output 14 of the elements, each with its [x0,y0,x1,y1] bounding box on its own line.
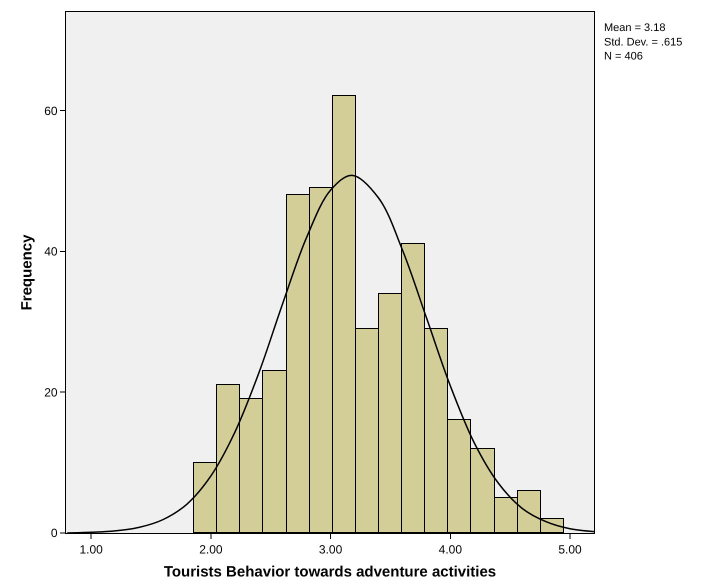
y-tick-label: 60 [44,104,58,118]
x-axis-title: Tourists Behavior towards adventure activities [164,563,496,580]
x-tick-label: 5.00 [558,542,582,556]
text: Mean = 3.18 [604,22,666,34]
y-tick-label: 20 [44,385,58,400]
x-tick-label: 1.00 [79,542,104,556]
x-tick-label: 3.00 [318,542,343,556]
y-axis-title: Frequency [18,234,36,310]
x-tick-label: 4.00 [438,542,462,556]
text: Std. Dev. = .615 [604,36,682,48]
x-tick-label: 2.00 [199,542,223,556]
y-tick-label: 40 [44,244,58,259]
text: N = 406 [604,50,643,63]
y-tick-label: 0 [50,526,58,540]
